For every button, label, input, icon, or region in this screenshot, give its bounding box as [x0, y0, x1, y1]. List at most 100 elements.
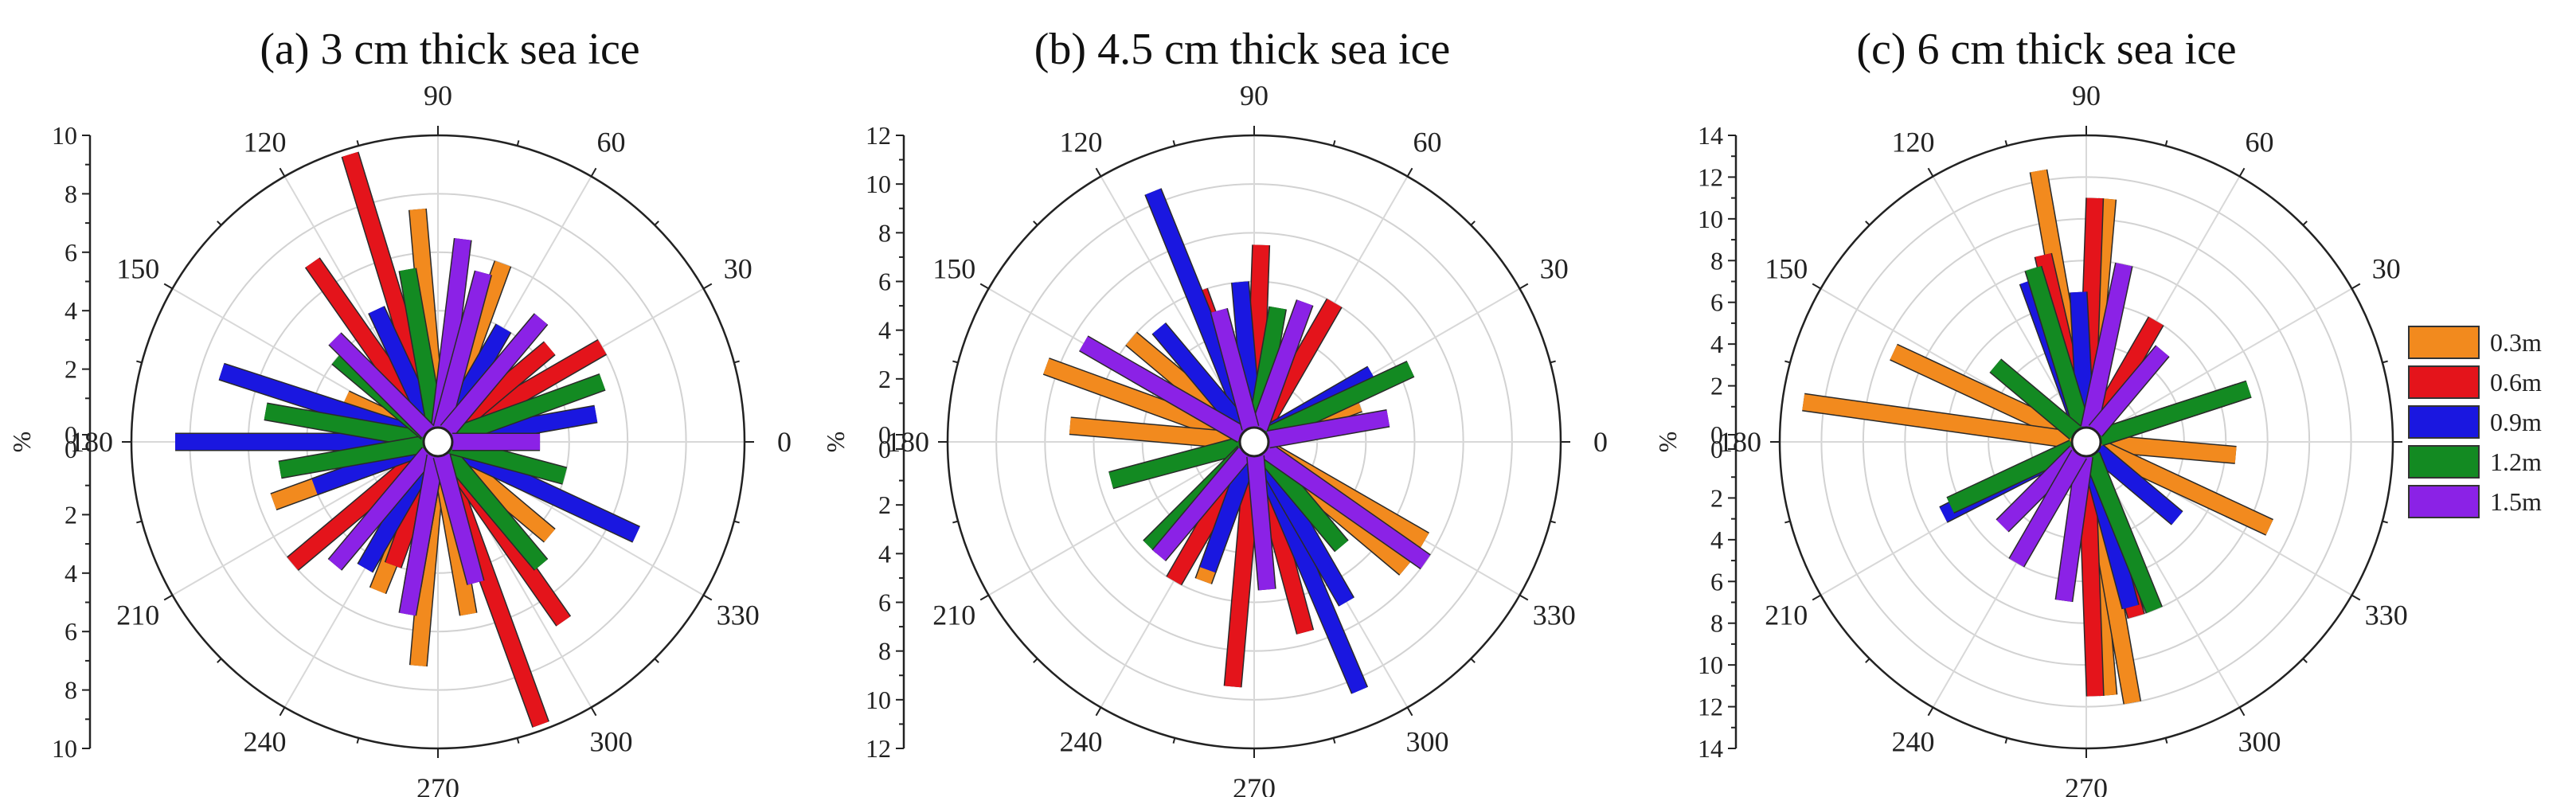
angle-tick-mark: [1470, 221, 1476, 226]
angle-tick-mark: [702, 283, 713, 290]
panel-c: (c) 6 cm thick sea ice030609012015018021…: [1653, 25, 2440, 797]
radial-tick-label: 6: [1710, 567, 1723, 596]
legend-label: 1.5m: [2490, 487, 2542, 516]
radial-tick-label: 6: [878, 588, 891, 617]
bar-1.2m-140deg: [1990, 359, 2081, 440]
angle-tick-mark: [356, 737, 360, 744]
bar-1.2m-195deg: [1108, 437, 1243, 488]
bar-1.5m-105deg: [1211, 308, 1259, 431]
angle-tick-mark: [2004, 737, 2008, 744]
bar-1.5m-78deg: [2081, 263, 2132, 430]
bar-1.5m-285deg: [433, 453, 484, 585]
bar-1.2m-107deg: [2025, 266, 2090, 431]
legend-swatch-1.2m: [2408, 445, 2480, 479]
angle-tick-mark: [2164, 737, 2168, 744]
angle-tick-mark: [1033, 221, 1038, 226]
angle-tick-mark: [979, 283, 990, 290]
angle-tick-label: 240: [1060, 726, 1103, 758]
chart-title: (c) 6 cm thick sea ice: [1856, 25, 2236, 74]
angle-tick-mark: [217, 658, 222, 663]
angle-tick-label: 120: [1892, 126, 1935, 158]
radial-tick-label: 4: [64, 296, 77, 325]
bar-1.5m-275deg: [1247, 455, 1276, 591]
angular-grid-line: [2085, 287, 2352, 443]
radial-tick-label: 10: [1698, 650, 1723, 679]
radial-tick-label: 2: [878, 490, 891, 519]
angle-tick-mark: [590, 167, 597, 178]
radial-tick-label: 4: [878, 316, 891, 345]
radial-tick-label: 12: [866, 734, 891, 763]
angle-tick-mark: [136, 360, 143, 364]
legend-label: 1.2m: [2490, 447, 2542, 476]
angle-tick-label: 330: [1533, 600, 1576, 631]
angle-tick-mark: [733, 520, 740, 524]
angle-tick-label: 270: [416, 772, 459, 797]
legend-swatch-0.3m: [2408, 326, 2480, 359]
bar-0.9m-130deg: [1152, 322, 1252, 436]
radial-tick-label: 10: [866, 170, 891, 198]
angle-tick-mark: [1865, 221, 1870, 226]
angle-tick-label: 270: [1233, 772, 1276, 797]
radial-tick-label: 8: [64, 179, 77, 208]
bar-1.2m-20deg: [448, 374, 606, 445]
radial-tick-label: 4: [1710, 525, 1723, 554]
radial-tick-label: 12: [1698, 693, 1723, 721]
radial-tick-label: 4: [64, 559, 77, 588]
angle-tick-label: 330: [2365, 600, 2408, 631]
angle-tick-label: 60: [1413, 126, 1442, 158]
legend-swatch-0.9m: [2408, 405, 2480, 439]
bar-1.2m-292deg: [2084, 451, 2162, 613]
angle-tick-label: 300: [2238, 726, 2281, 758]
radial-tick-label: 4: [1710, 330, 1723, 358]
radial-tick-label: 10: [52, 121, 77, 150]
angle-tick-mark: [1406, 706, 1413, 717]
bar-1.5m-230deg: [328, 447, 436, 570]
angle-tick-label: 240: [244, 726, 287, 758]
angle-tick-mark: [1095, 706, 1102, 717]
angle-tick-label: 90: [1240, 80, 1268, 111]
angle-tick-label: 30: [724, 253, 752, 285]
angle-tick-mark: [356, 140, 360, 147]
angle-tick-mark: [1172, 140, 1176, 147]
radial-tick-label: 10: [52, 734, 77, 763]
radial-axis-label: %: [7, 432, 36, 453]
bar-0.9m-250deg: [1200, 452, 1257, 573]
angle-tick-label: 60: [2246, 126, 2274, 158]
bar-1.2m-310deg: [440, 447, 548, 570]
radial-tick-label: 8: [878, 218, 891, 247]
radial-tick-label: 0: [64, 435, 77, 463]
legend-swatch-1.5m: [2408, 485, 2480, 518]
angle-tick-mark: [1812, 594, 1822, 601]
center-hole: [1238, 426, 1270, 458]
angle-tick-mark: [733, 360, 740, 364]
legend-label: 0.9m: [2490, 408, 2542, 436]
angle-tick-label: 210: [932, 600, 975, 631]
angle-tick-mark: [1332, 140, 1336, 147]
angle-tick-mark: [1865, 658, 1870, 663]
chart-title: (b) 4.5 cm thick sea ice: [1034, 25, 1450, 74]
bar-0.3m-175deg: [1069, 417, 1241, 449]
angle-tick-label: 120: [1060, 126, 1103, 158]
angle-tick-mark: [163, 283, 174, 290]
angle-tick-mark: [217, 221, 222, 226]
radial-tick-label: 14: [1698, 734, 1723, 763]
angle-tick-mark: [2238, 167, 2246, 178]
bar-1.2m-18deg: [2097, 381, 2252, 445]
angle-tick-label: 150: [932, 253, 975, 285]
angle-tick-mark: [2382, 360, 2388, 364]
angle-tick-mark: [2302, 658, 2308, 663]
legend-swatch-0.6m: [2408, 365, 2480, 399]
bar-1.5m-150deg: [1079, 336, 1246, 442]
angle-tick-mark: [1784, 520, 1791, 524]
angle-tick-mark: [2351, 283, 2361, 290]
angle-tick-mark: [1550, 520, 1556, 524]
angular-grid-line: [988, 441, 1255, 596]
angle-tick-mark: [1519, 594, 1529, 601]
bar-1.5m-50deg: [440, 314, 548, 436]
bar-1.2m-190deg: [278, 436, 426, 478]
radial-tick-label: 6: [878, 268, 891, 296]
radial-tick-label: 0: [1710, 435, 1723, 463]
angle-tick-label: 150: [1765, 253, 1808, 285]
radial-tick-label: 2: [1710, 483, 1723, 512]
bar-1.2m-25deg: [1264, 361, 1414, 443]
